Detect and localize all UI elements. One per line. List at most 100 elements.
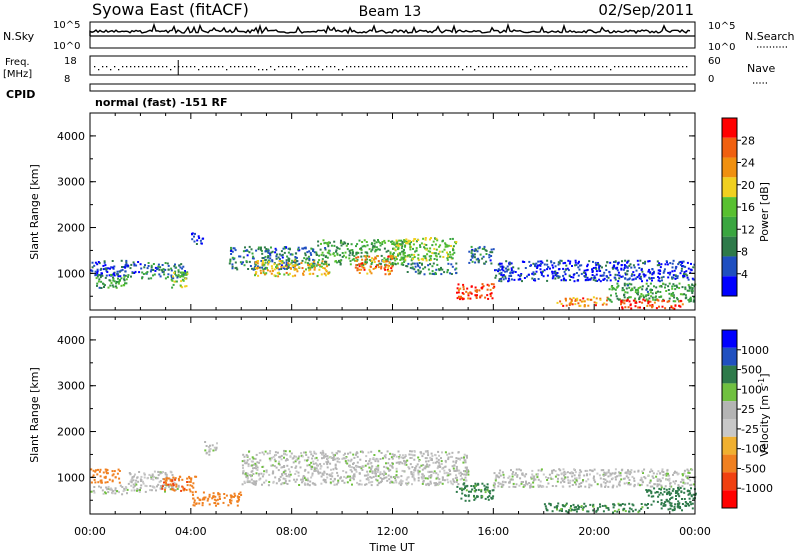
velocity-cell xyxy=(430,452,433,455)
power-cell xyxy=(270,272,273,275)
freq-dot xyxy=(166,66,168,68)
velocity-cell xyxy=(640,483,643,486)
velocity-cell xyxy=(389,475,392,478)
velocity-cell xyxy=(497,475,499,478)
power-cell xyxy=(572,273,575,276)
power-cell xyxy=(510,278,513,281)
velocity-cell xyxy=(335,457,338,460)
velocity-cell xyxy=(453,464,456,467)
velocity-cell xyxy=(427,470,430,473)
power-cell xyxy=(650,277,653,280)
power-cell xyxy=(574,264,577,267)
power-cell xyxy=(449,272,452,275)
power-cell xyxy=(281,256,284,259)
velocity-cell xyxy=(428,476,430,479)
velocity-cell xyxy=(174,489,177,491)
power-cell xyxy=(266,250,269,253)
velocity-cell xyxy=(509,478,512,481)
velocity-cell xyxy=(300,454,303,457)
velocity-cell xyxy=(604,472,607,475)
velocity-cell xyxy=(621,503,624,505)
power-cell xyxy=(679,260,682,263)
power-cell xyxy=(254,272,257,275)
freq-dot xyxy=(418,66,420,68)
power-cell xyxy=(665,290,668,292)
velocity-cell xyxy=(314,462,317,465)
velocity-cell xyxy=(289,455,292,458)
velocity-cell xyxy=(670,497,673,499)
power-cell xyxy=(254,268,256,271)
power-cell xyxy=(499,277,502,280)
velocity-cell xyxy=(398,462,401,465)
power-cell xyxy=(607,276,610,279)
velocity-cell xyxy=(93,478,96,481)
power-cell xyxy=(504,275,507,278)
power-cell xyxy=(287,264,290,267)
velocity-cell xyxy=(647,489,650,492)
freq-dot xyxy=(630,66,632,68)
velocity-cell xyxy=(661,468,664,471)
power-cell xyxy=(467,294,470,297)
power-cell xyxy=(278,260,281,262)
velocity-cell xyxy=(678,485,681,488)
power-cell xyxy=(91,261,94,264)
velocity-cell xyxy=(333,477,336,480)
power-cell xyxy=(271,269,274,272)
power-cell xyxy=(386,257,389,260)
velocity-cell xyxy=(113,470,116,473)
velocity-cell xyxy=(230,502,233,505)
velocity-cell xyxy=(669,507,672,510)
velocity-cell xyxy=(536,473,539,475)
velocity-cell xyxy=(604,486,607,488)
power-cell xyxy=(232,247,235,250)
power-cell xyxy=(124,270,127,273)
colorbar-tick-label: 20 xyxy=(741,179,755,192)
power-cell xyxy=(651,279,653,282)
velocity-cell xyxy=(683,482,686,485)
velocity-cell xyxy=(601,505,604,507)
power-cell xyxy=(678,287,681,289)
velocity-cell xyxy=(238,496,241,498)
power-cell xyxy=(309,272,312,275)
velocity-cell xyxy=(355,451,358,453)
power-cell xyxy=(405,265,408,267)
power-cell xyxy=(620,264,623,267)
velocity-cell xyxy=(681,498,683,500)
velocity-cell xyxy=(186,484,189,487)
velocity-cell xyxy=(630,508,633,511)
velocity-cell xyxy=(352,463,354,465)
power-cell xyxy=(634,289,637,291)
velocity-cell xyxy=(424,457,427,460)
power-cell xyxy=(681,262,684,265)
power-cell xyxy=(239,255,242,258)
velocity-cell xyxy=(280,483,283,486)
power-cell xyxy=(534,263,537,266)
power-cell xyxy=(568,262,571,265)
velocity-cell xyxy=(326,476,329,479)
freq-dot xyxy=(142,66,144,68)
power-cell xyxy=(620,300,623,303)
velocity-cell xyxy=(462,478,465,481)
velocity-cell xyxy=(310,461,313,464)
power-cell xyxy=(389,252,392,255)
velocity-cell xyxy=(192,497,195,500)
velocity-cell xyxy=(618,480,621,483)
power-cell xyxy=(285,271,288,274)
velocity-cell xyxy=(207,497,210,500)
velocity-cell xyxy=(433,470,436,473)
power-cell xyxy=(680,267,683,270)
velocity-cell xyxy=(421,482,424,485)
power-cell xyxy=(677,263,680,266)
power-cell xyxy=(470,252,473,255)
freq-dot xyxy=(646,66,648,68)
velocity-cell xyxy=(297,471,300,474)
power-cell xyxy=(376,255,379,258)
velocity-cell xyxy=(285,458,288,460)
velocity-cell xyxy=(305,454,308,456)
power-cell xyxy=(308,267,311,270)
power-cell xyxy=(264,255,267,258)
power-cell xyxy=(369,270,372,273)
power-cell xyxy=(627,306,630,309)
velocity-cell xyxy=(345,461,348,464)
colorbar-segment xyxy=(722,365,737,384)
